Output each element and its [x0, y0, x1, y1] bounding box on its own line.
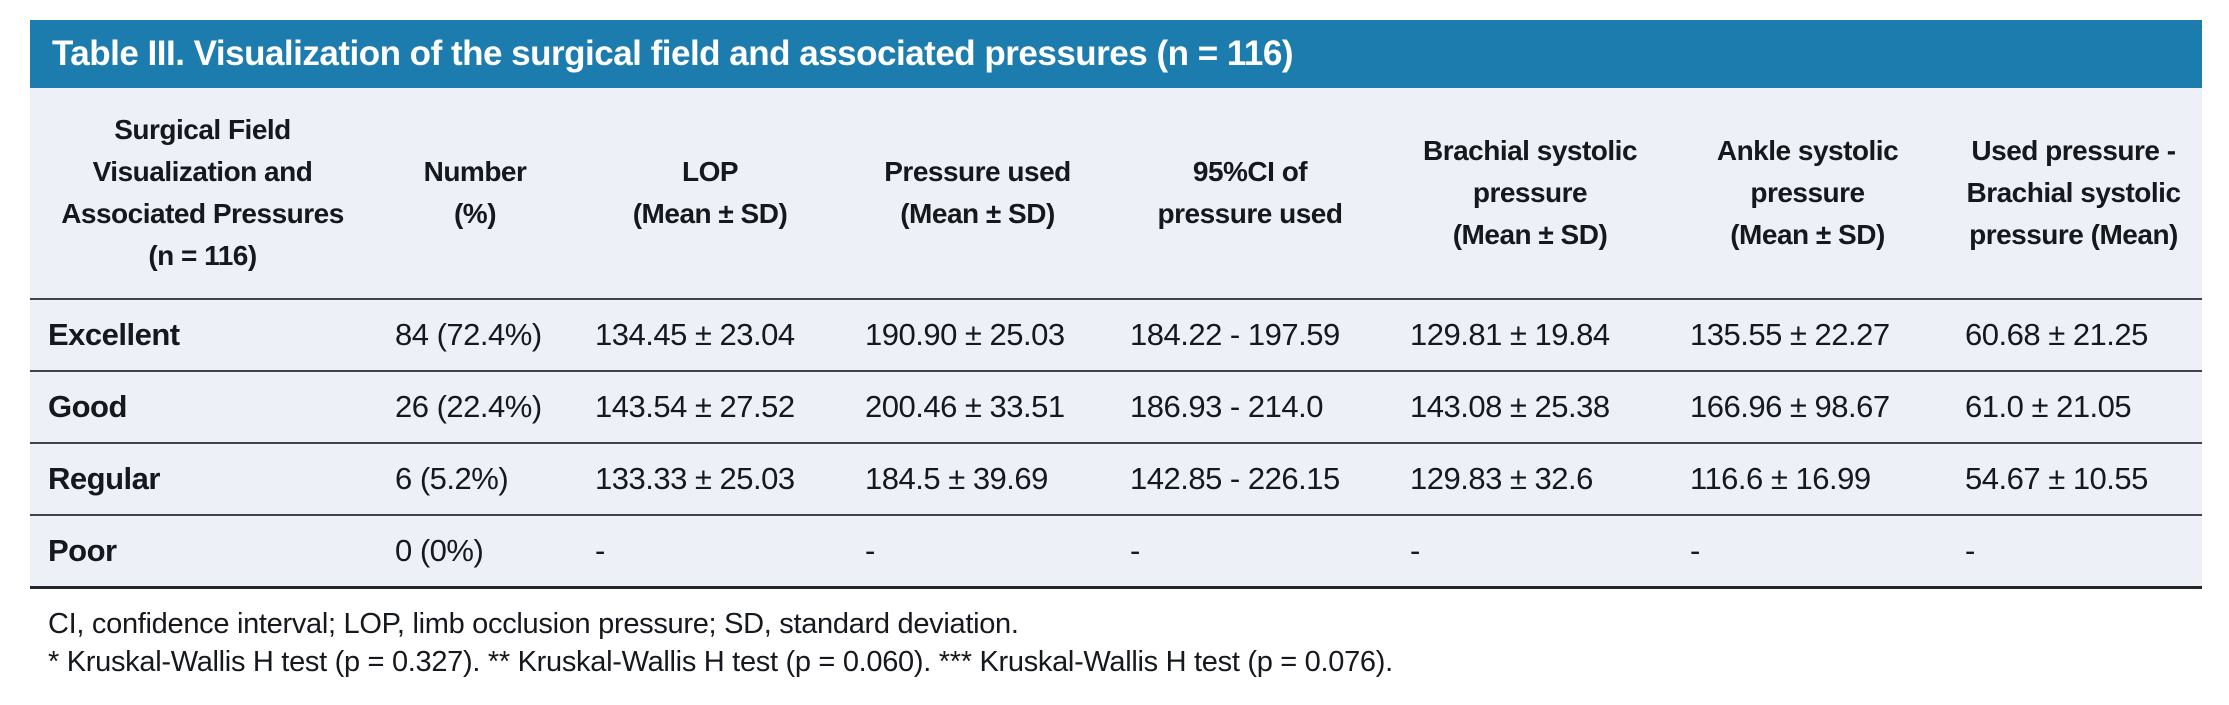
column-header: LOP (Mean ± SD): [575, 88, 845, 300]
table-cell: 0 (0%): [375, 515, 575, 589]
table-cell: 134.45 ± 23.04: [575, 299, 845, 372]
table-cell: 166.96 ± 98.67: [1670, 371, 1945, 444]
header-row: Surgical Field Visualization and Associa…: [30, 88, 2202, 300]
table-row: Excellent 84 (72.4%) 134.45 ± 23.04 190.90 …: [30, 299, 2202, 372]
column-header: Brachial systolic pressure (Mean ± SD): [1390, 88, 1670, 300]
table-cell: 143.08 ± 25.38: [1390, 371, 1670, 444]
column-header: Pressure used (Mean ± SD): [845, 88, 1110, 300]
row-label: Poor: [30, 515, 375, 589]
table-cell: 190.90 ± 25.03: [845, 299, 1110, 372]
table-cell: -: [1945, 515, 2202, 589]
table-row: Poor 0 (0%) - - - - - -: [30, 515, 2202, 589]
column-header: Ankle systolic pressure (Mean ± SD): [1670, 88, 1945, 300]
column-header: Number (%): [375, 88, 575, 300]
table-iii-card: Table III. Visualization of the surgical…: [30, 20, 2202, 681]
table-title: Table III. Visualization of the surgical…: [52, 34, 1293, 73]
table-cell: 60.68 ± 21.25: [1945, 299, 2202, 372]
table-cell: -: [1670, 515, 1945, 589]
footnotes: CI, confidence interval; LOP, limb occlu…: [48, 605, 2202, 681]
column-header: Used pressure - Brachial systolic pressu…: [1945, 88, 2202, 300]
row-label: Good: [30, 371, 375, 444]
table-cell: 61.0 ± 21.05: [1945, 371, 2202, 444]
row-label: Regular: [30, 443, 375, 516]
table-cell: 54.67 ± 10.55: [1945, 443, 2202, 516]
table-cell: 6 (5.2%): [375, 443, 575, 516]
table-cell: 186.93 - 214.0: [1110, 371, 1390, 444]
table-cell: 26 (22.4%): [375, 371, 575, 444]
column-header: Surgical Field Visualization and Associa…: [30, 88, 375, 300]
footnote-statistics: * Kruskal-Wallis H test (p = 0.327). ** …: [48, 646, 1393, 678]
table-body: Excellent 84 (72.4%) 134.45 ± 23.04 190.90 …: [30, 299, 2202, 589]
table-cell: -: [575, 515, 845, 589]
table-cell: 142.85 - 226.15: [1110, 443, 1390, 516]
table-cell: -: [845, 515, 1110, 589]
table-cell: 129.81 ± 19.84: [1390, 299, 1670, 372]
table-row: Good 26 (22.4%) 143.54 ± 27.52 200.46 ± 33.…: [30, 371, 2202, 444]
footnote-abbreviations: CI, confidence interval; LOP, limb occlu…: [48, 608, 1019, 640]
table-cell: 133.33 ± 25.03: [575, 443, 845, 516]
table-cell: 84 (72.4%): [375, 299, 575, 372]
table-cell: 184.22 - 197.59: [1110, 299, 1390, 372]
table-cell: 143.54 ± 27.52: [575, 371, 845, 444]
table-cell: 129.83 ± 32.6: [1390, 443, 1670, 516]
table-title-bar: Table III. Visualization of the surgical…: [30, 20, 2202, 88]
table-cell: 200.46 ± 33.51: [845, 371, 1110, 444]
table-cell: 116.6 ± 16.99: [1670, 443, 1945, 516]
table-row: Regular 6 (5.2%) 133.33 ± 25.03 184.5 ± 39.…: [30, 443, 2202, 516]
data-table: Surgical Field Visualization and Associa…: [30, 88, 2202, 589]
table-cell: -: [1390, 515, 1670, 589]
table-cell: -: [1110, 515, 1390, 589]
table-cell: 135.55 ± 22.27: [1670, 299, 1945, 372]
table-cell: 184.5 ± 39.69: [845, 443, 1110, 516]
column-header: 95%CI of pressure used: [1110, 88, 1390, 300]
row-label: Excellent: [30, 299, 375, 372]
table-header: Surgical Field Visualization and Associa…: [30, 88, 2202, 300]
